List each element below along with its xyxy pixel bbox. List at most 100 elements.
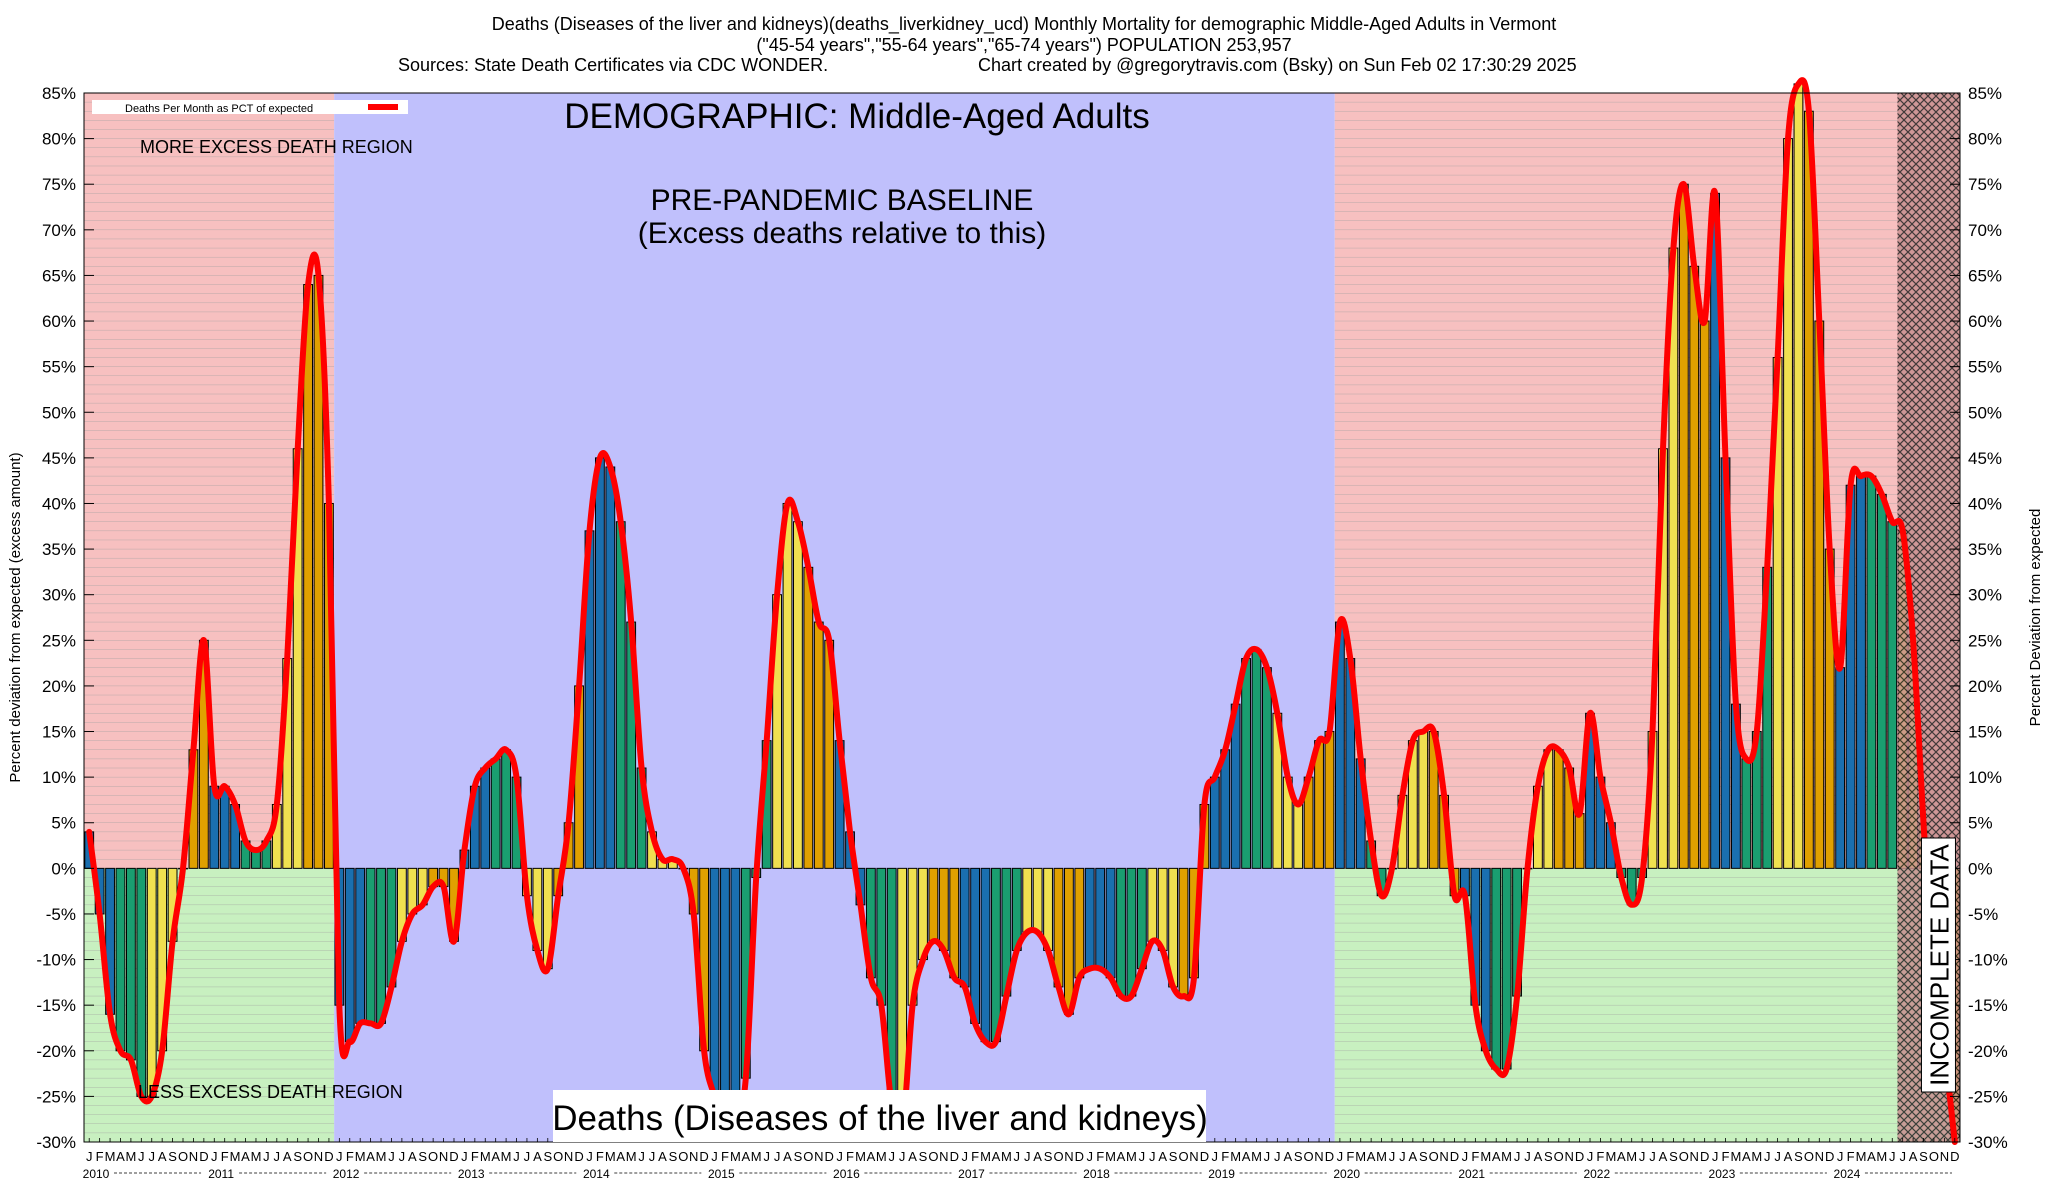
- x-tick-month-label: M: [855, 1149, 866, 1164]
- x-tick-year-label: 2022: [1583, 1167, 1610, 1181]
- bar: [115, 867, 126, 1052]
- x-tick-month-label: M: [1355, 1149, 1366, 1164]
- bar: [1074, 867, 1085, 979]
- x-tick-month-label: N: [439, 1149, 448, 1164]
- y-tick-label-left: 5%: [51, 814, 76, 833]
- x-tick-month-label: M: [125, 1149, 136, 1164]
- y-tick-label-left: 80%: [42, 130, 76, 149]
- x-tick-month-label: M: [480, 1149, 491, 1164]
- x-tick-year-label: 2019: [1208, 1167, 1235, 1181]
- x-tick-month-label: J: [1212, 1149, 1219, 1164]
- x-tick-month-label: N: [1439, 1149, 1448, 1164]
- x-tick-month-label: A: [616, 1149, 625, 1164]
- bar: [970, 867, 981, 1024]
- x-tick-month-label: M: [230, 1149, 241, 1164]
- excess-region-bg-late: [1334, 93, 1960, 869]
- bar: [344, 867, 355, 1043]
- x-tick-month-label: D: [950, 1149, 959, 1164]
- bar: [813, 621, 824, 869]
- bar: [501, 749, 512, 869]
- x-tick-month-label: J: [1337, 1149, 1344, 1164]
- bar: [1699, 320, 1710, 869]
- bar: [1793, 83, 1804, 869]
- x-tick-month-label: A: [283, 1149, 292, 1164]
- x-tick-month-label: S: [1169, 1149, 1178, 1164]
- bar: [365, 867, 376, 1024]
- x-tick-month-label: D: [199, 1149, 208, 1164]
- x-tick-month-label: J: [1889, 1149, 1896, 1164]
- x-tick-year-label: 2018: [1083, 1167, 1110, 1181]
- x-tick-month-label: M: [376, 1149, 387, 1164]
- y-tick-label-right: 0%: [1968, 859, 1993, 878]
- bar: [1220, 749, 1231, 869]
- x-tick-month-label: A: [1534, 1149, 1543, 1164]
- x-tick-month-label: J: [513, 1149, 520, 1164]
- x-tick-month-label: J: [1712, 1149, 1719, 1164]
- y-tick-label-left: -5%: [46, 905, 76, 924]
- baseline-label-line2: (Excess deaths relative to this): [638, 217, 1047, 250]
- x-tick-month-label: S: [1919, 1149, 1928, 1164]
- y-tick-label-left: 35%: [42, 540, 76, 559]
- bar: [709, 867, 720, 1097]
- x-tick-month-label: J: [211, 1149, 218, 1164]
- x-tick-month-label: M: [876, 1149, 887, 1164]
- x-tick-month-label: D: [449, 1149, 458, 1164]
- x-tick-month-label: J: [1399, 1149, 1406, 1164]
- x-tick-month-label: J: [1014, 1149, 1021, 1164]
- chart-header-line3-left: Sources: State Death Certificates via CD…: [398, 55, 829, 75]
- x-tick-month-label: M: [1230, 1149, 1241, 1164]
- bar: [1147, 867, 1158, 942]
- x-tick-month-label: O: [1929, 1149, 1939, 1164]
- x-tick-year-label: 2010: [83, 1167, 110, 1181]
- incomplete-data-label: INCOMPLETE DATA: [1924, 843, 1954, 1085]
- x-tick-month-label: S: [1794, 1149, 1803, 1164]
- chart-header-line2: ("45-54 years","55-64 years","65-74 year…: [756, 35, 1292, 55]
- y-tick-label-right: 85%: [1968, 84, 2002, 103]
- y-tick-label-left: -30%: [36, 1133, 76, 1152]
- x-tick-month-label: J: [461, 1149, 468, 1164]
- x-tick-month-label: J: [1264, 1149, 1271, 1164]
- x-tick-month-label: J: [899, 1149, 906, 1164]
- bar: [1741, 758, 1752, 869]
- x-tick-month-label: M: [730, 1149, 741, 1164]
- x-tick-month-label: A: [1033, 1149, 1042, 1164]
- y-tick-label-right: -15%: [1968, 996, 2008, 1015]
- x-tick-month-label: A: [867, 1149, 876, 1164]
- x-tick-month-label: N: [1690, 1149, 1699, 1164]
- x-tick-month-label: S: [418, 1149, 427, 1164]
- x-tick-month-label: N: [1064, 1149, 1073, 1164]
- x-tick-month-label: M: [1501, 1149, 1512, 1164]
- x-tick-month-label: O: [1554, 1149, 1564, 1164]
- x-tick-month-label: A: [1617, 1149, 1626, 1164]
- y-tick-label-right: -5%: [1968, 905, 1998, 924]
- bar: [1032, 867, 1043, 933]
- bar: [1105, 867, 1116, 979]
- bar: [1678, 183, 1689, 869]
- y-tick-label-right: 35%: [1968, 540, 2002, 559]
- x-tick-month-label: J: [1389, 1149, 1396, 1164]
- x-tick-month-label: D: [574, 1149, 583, 1164]
- x-tick-month-label: O: [303, 1149, 313, 1164]
- incomplete-label-box: [1920, 837, 1956, 1093]
- x-tick-month-label: A: [408, 1149, 417, 1164]
- bar: [355, 867, 366, 1024]
- x-tick-month-label: S: [293, 1149, 302, 1164]
- x-tick-month-label: M: [626, 1149, 637, 1164]
- y-tick-label-left: 45%: [42, 449, 76, 468]
- y-axis-right: 85% 80% 75% 70% 65% 60% 55% 50% 45% 40% 35% 30% 25% 2…: [1950, 84, 2008, 1152]
- x-tick-month-label: A: [1242, 1149, 1251, 1164]
- y-tick-label-left: -25%: [36, 1087, 76, 1106]
- x-tick-month-label: S: [1044, 1149, 1053, 1164]
- y-tick-label-right: 80%: [1968, 130, 2002, 149]
- x-tick-month-label: O: [1304, 1149, 1314, 1164]
- x-tick-month-label: N: [1189, 1149, 1198, 1164]
- x-tick-month-label: A: [783, 1149, 792, 1164]
- x-tick-month-label: A: [1367, 1149, 1376, 1164]
- x-tick-month-label: J: [711, 1149, 718, 1164]
- x-tick-month-label: F: [1096, 1149, 1104, 1164]
- y-tick-label-left: 85%: [42, 84, 76, 103]
- bar: [605, 466, 616, 869]
- y-tick-label-left: 30%: [42, 586, 76, 605]
- x-tick-month-label: M: [1856, 1149, 1867, 1164]
